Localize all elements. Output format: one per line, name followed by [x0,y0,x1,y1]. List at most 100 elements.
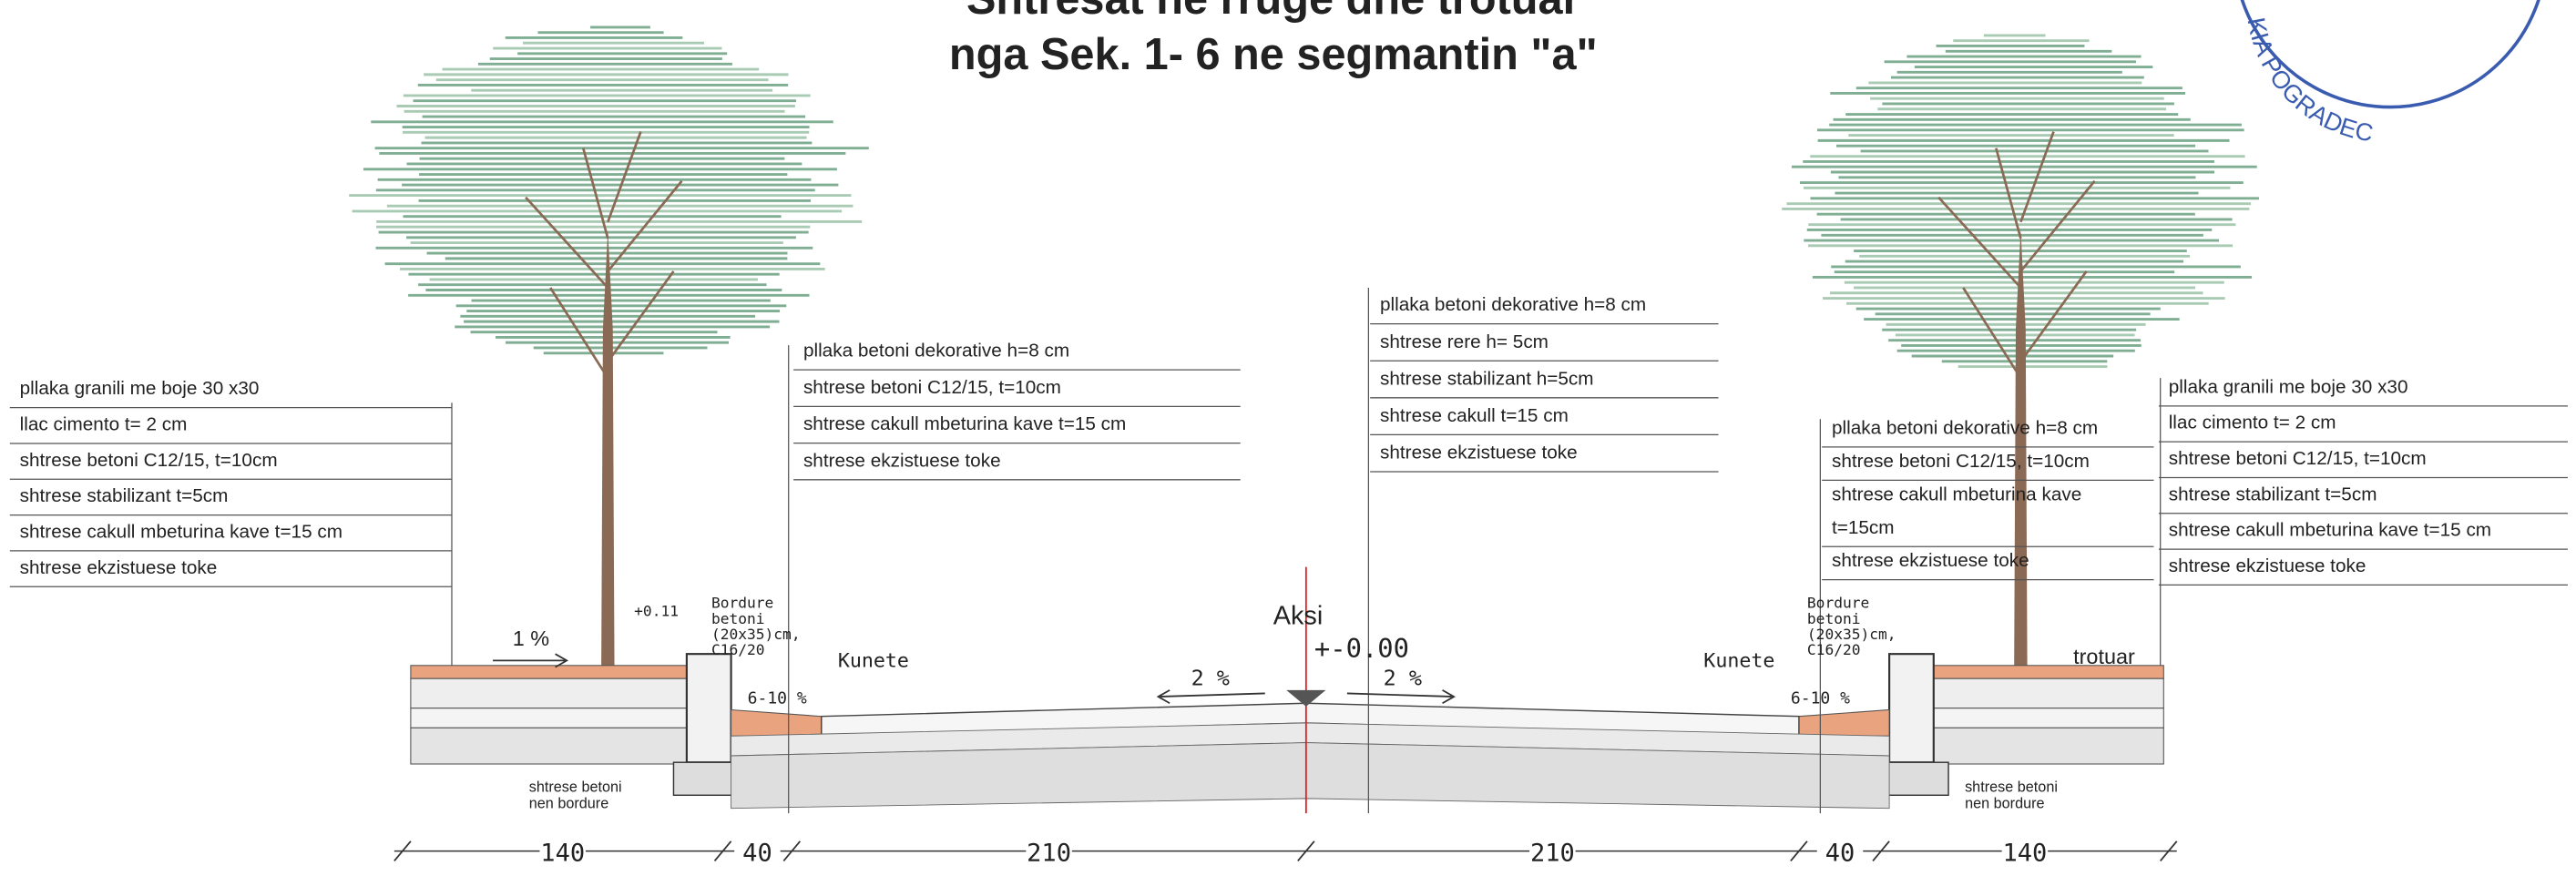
layer-label: shtrese stabilizant t=5cm [2169,484,2377,504]
layer-label: shtrese betoni C12/15, t=10cm [803,377,1061,398]
sidewalk-concrete [410,677,691,709]
road-slope: 2 % [1191,665,1230,690]
slope-arrow [493,653,569,668]
curb-note: (20x35)cm, [711,626,801,643]
curb-base-note: nen bordure [1965,796,2044,812]
title-line1: Shtresat ne rruge dhe trotuar [966,0,1580,24]
labels: pllaka granili me boje 30 x30 llac ciment… [9,294,2568,867]
dimension-gap [1026,838,1072,865]
branch [1962,287,2022,379]
dimension-tick [713,840,732,861]
layer-label: pllaka granili me boje 30 x30 [2169,376,2408,397]
layer-label: shtrese betoni C12/15, t=10cm [2169,448,2427,469]
dimension-gap [1816,838,1864,865]
trotuar-label: trotuar [2073,645,2135,668]
layer-label: shtrese cakull mbeturina kave [1832,484,2081,504]
kunete: Kunete [1703,650,1774,673]
level: +0.11 [634,603,679,620]
dimension-label: 40 [742,839,772,867]
sidewalk-gravel [410,727,691,765]
layer-label: llac cimento t= 2 cm [20,414,188,435]
layer-label: shtrese betoni C12/15, t=10cm [1832,451,2090,472]
axis-marker [1286,689,1326,707]
dimension-label: 140 [540,839,585,867]
layer-label: shtrese ekzistuese toke [1832,550,2029,571]
curb-note: (20x35)cm, [1807,626,1896,643]
dimension-tick [2160,840,2178,861]
layer-label: shtrese cakull mbeturina kave t=15 cm [803,413,1126,434]
ground [394,287,2177,852]
curb-note: Bordure [1807,595,1869,612]
curb [685,653,732,764]
dimension-tick [1297,840,1315,861]
curb-base-note: shtrese betoni [529,779,622,796]
dimension-label: 140 [2002,839,2047,867]
sidewalk-gravel [1929,727,2164,765]
branch [2019,131,2055,223]
branch [581,148,609,239]
trunk [2014,229,2028,666]
curb-base-note: shtrese betoni [1965,779,2058,796]
layer-label: llac cimento t= 2 cm [2169,413,2336,433]
layer-label: shtrese ekzistuese toke [803,450,1001,471]
dimension-label: 210 [1530,839,1575,867]
layer-label: shtrese ekzistuese toke [2169,555,2366,576]
layer-label: pllaka granili me boje 30 x30 [20,378,260,399]
curb [1888,653,1935,764]
branch [525,196,609,289]
layer-label: shtrese stabilizant h=5cm [1380,368,1594,389]
sidewalk-tiles [410,665,691,679]
branch [607,131,642,223]
dimension-label: 40 [1825,839,1855,867]
layer-label: shtrese rere h= 5cm [1380,331,1549,352]
layer-label: shtrese betoni C12/15, t=10cm [20,450,278,471]
sidewalk-concrete [1929,677,2164,709]
layer-label: t=15cm [1832,517,1895,538]
layer-label: shtrese stabilizant t=5cm [20,485,229,506]
layer-label: pllaka betoni dekorative h=8 cm [1380,294,1646,315]
layer-label: shtrese cakull t=15 cm [1380,405,1569,426]
road-slope: 2 % [1384,665,1422,690]
dimension-gap [734,838,781,865]
curb-note: betoni [1807,610,1861,627]
trees [349,25,2259,666]
trunk [601,229,615,666]
axis-level: +-0.00 [1314,633,1409,664]
curb-note: betoni [711,610,765,627]
branch [2019,179,2096,272]
axis-label: Aksi [1273,602,1324,631]
title-line2: nga Sek. 1- 6 ne segmantin "a" [949,30,1598,79]
layer-label: shtrese ekzistuese toke [1380,443,1578,463]
dimension-tick [782,840,802,861]
road-gravel [731,742,1890,810]
dimension-tick [1872,840,1890,861]
branch [1995,148,2022,239]
dimension-tick [394,840,412,861]
gutter-slope: 6-10 % [1791,688,1850,708]
dimension-tick [1790,840,1808,861]
dimension-gap [2001,838,2049,865]
gutter-slope: 6-10 % [748,688,807,708]
layer-label: pllaka betoni dekorative h=8 cm [1832,417,2098,438]
dimension-label: 210 [1027,839,1071,867]
curb-note: Bordure [711,595,773,612]
curb-note: C16/20 [711,641,765,658]
branch [2019,270,2088,362]
slope: 1 % [513,626,549,650]
dimension-gap [539,838,586,865]
slope-arrow [1346,689,1456,705]
sidewalk-stabilizer [1929,708,2164,728]
layer-label: shtrese ekzistuese toke [20,557,218,578]
curb-base-note: nen bordure [529,796,608,812]
slope-arrow [1156,689,1265,705]
stamp-ring [2240,0,2540,109]
branch [607,270,675,362]
layer-label: pllaka betoni dekorative h=8 cm [803,341,1069,362]
dimension-gap [1529,838,1576,865]
kunete: Kunete [838,650,909,673]
branch [607,179,683,272]
curb-note: C16/20 [1807,641,1861,658]
layer-label: shtrese cakull mbeturina kave t=15 cm [20,521,342,542]
sidewalk-stabilizer [410,708,691,728]
